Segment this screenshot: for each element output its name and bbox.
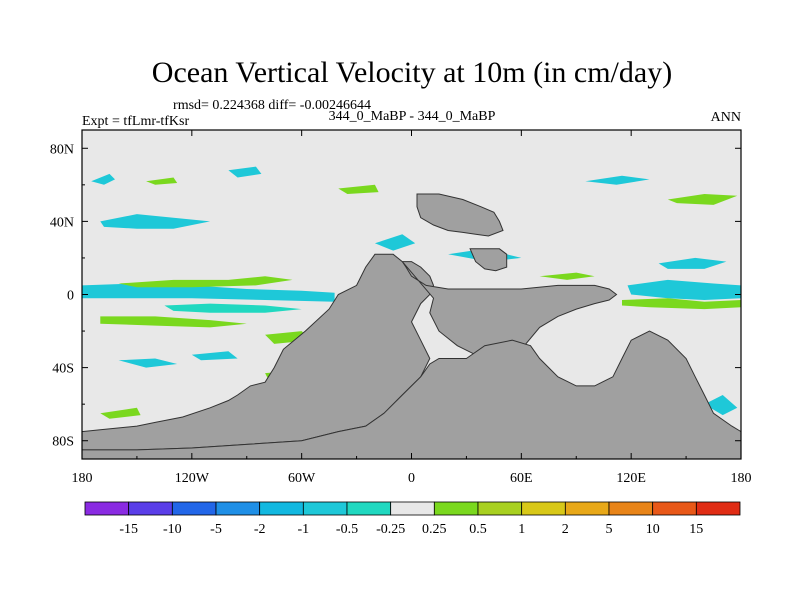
colorbar-label: 2 [562, 522, 569, 537]
plot-area [81, 129, 742, 460]
colorbar-label: -0.25 [376, 522, 405, 537]
x-tick-label: 60E [510, 471, 533, 486]
x-tick-label: 60W [288, 471, 316, 486]
colorbar-swatch [608, 501, 654, 516]
colorbar-label: -15 [119, 522, 138, 537]
colorbar-label: -10 [163, 522, 182, 537]
chart-title: Ocean Vertical Velocity at 10m (in cm/da… [152, 56, 672, 89]
colorbar-label: -2 [254, 522, 266, 537]
contour-patch-1 [82, 283, 335, 302]
contour-patch-22 [704, 395, 738, 416]
land-africa-asia [401, 261, 618, 360]
contour-patch-10 [374, 234, 416, 251]
x-axis: 180 120W 60W 0 60E 120E 180 [72, 130, 752, 486]
colorbar-swatch [215, 501, 261, 516]
land-east-continent [81, 330, 742, 460]
y-tick-label: 80S [52, 435, 74, 450]
colorbar-swatch [346, 501, 392, 516]
x-tick-label: 120W [175, 471, 210, 486]
colorbar-label: 5 [606, 522, 613, 537]
colorbar-swatch [171, 501, 217, 516]
contour-patch-3 [164, 303, 302, 313]
colorbar-label: 1 [518, 522, 525, 537]
y-tick-label: 0 [67, 289, 74, 304]
colorbar-label: -5 [210, 522, 222, 537]
contour-patch-4 [100, 316, 247, 328]
contour-patch-11 [627, 279, 741, 300]
colorbar-swatch [564, 501, 610, 516]
land-north-island [416, 193, 504, 237]
contour-patch-14 [667, 194, 738, 205]
colorbar-label: 0.25 [422, 522, 447, 537]
y-tick-label: 40N [50, 215, 74, 230]
colorbar-swatch [302, 501, 348, 516]
contour-patch-24 [191, 351, 238, 361]
stats-label: rmsd= 0.224368 diff= -0.00246644 [173, 98, 371, 113]
x-tick-label: 120E [616, 471, 646, 486]
x-tick-label: 180 [72, 471, 93, 486]
colorbar-swatch [695, 501, 741, 516]
contour-patch-20 [100, 407, 141, 419]
colorbar-swatch [390, 501, 435, 516]
x-tick-label: 180 [731, 471, 752, 486]
contour-patch-7 [146, 177, 178, 185]
colorbar: -15 -10 -5 -2 -1 -0.5 -0.25 0.25 0.5 1 2 5 10 15 [84, 501, 741, 537]
right-label: ANN [711, 110, 741, 125]
contour-patch-5 [100, 214, 211, 229]
left-label: Expt = tfLmr-tfKsr [82, 114, 189, 129]
contour-patch-15 [585, 175, 650, 185]
land-small-island [469, 248, 508, 272]
contour-patch-19 [118, 358, 178, 368]
y-axis: 80N 40N 0 40S 80S [50, 142, 741, 450]
colorbar-swatch [652, 501, 697, 516]
contour-patch-8 [228, 166, 262, 178]
contour-patch-9 [338, 184, 379, 194]
contour-patch-13 [658, 257, 727, 269]
x-tick-label: 0 [408, 471, 415, 486]
colorbar-swatch [128, 501, 173, 516]
colorbar-label: 15 [689, 522, 703, 537]
colorbar-swatch [259, 501, 304, 516]
contour-patch-6 [91, 173, 115, 185]
y-tick-label: 80N [50, 142, 74, 157]
center-label: 344_0_MaBP - 344_0_MaBP [329, 109, 496, 124]
colorbar-label: -0.5 [336, 522, 358, 537]
colorbar-label: 0.5 [469, 522, 487, 537]
colorbar-swatch [433, 501, 479, 516]
colorbar-swatch [84, 501, 130, 516]
contour-patch-17 [539, 272, 595, 280]
colorbar-swatch [477, 501, 523, 516]
contour-patch-2 [118, 276, 293, 288]
y-tick-label: 40S [52, 362, 74, 377]
colorbar-label: 10 [646, 522, 660, 537]
contour-patch-12 [622, 298, 741, 310]
colorbar-swatch [521, 501, 566, 516]
colorbar-label: -1 [297, 522, 309, 537]
